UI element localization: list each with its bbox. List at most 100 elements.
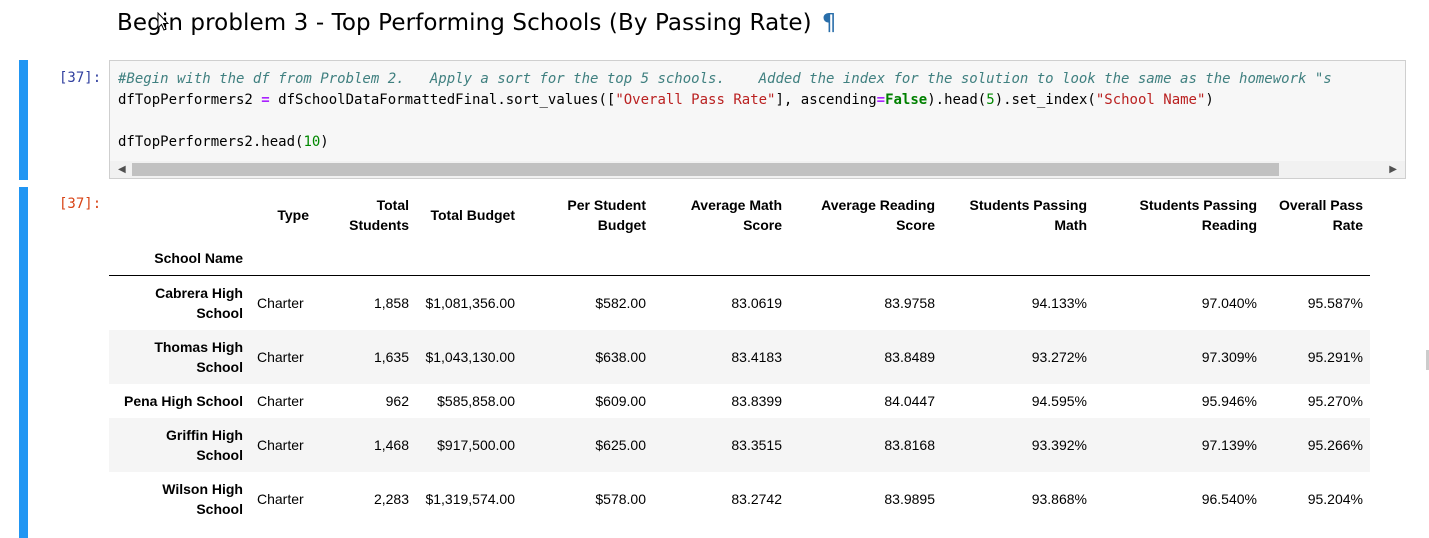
scroll-right-arrow-icon[interactable]: ▶ bbox=[1389, 164, 1397, 175]
column-header-line2: Budget bbox=[597, 217, 646, 233]
table-cell: 962 bbox=[385, 392, 409, 409]
column-header-line1: Average Reading bbox=[821, 197, 935, 213]
table-cell: 1,858 bbox=[373, 294, 409, 311]
table-body: Cabrera High School Charter 1,858 $1,081,356… bbox=[109, 275, 1370, 526]
table-header-row: Type Total Students Total Budget Per Stud… bbox=[109, 190, 1370, 240]
header-blank bbox=[416, 240, 522, 276]
column-header: Type bbox=[250, 190, 316, 240]
column-header-line1: Total bbox=[376, 197, 409, 213]
table-cell: Charter bbox=[257, 436, 304, 453]
code-token: ).head( bbox=[927, 92, 987, 108]
table-cell: 93.272% bbox=[1031, 348, 1087, 365]
table-cell: $1,081,356.00 bbox=[425, 294, 515, 311]
input-prompt: [37]: bbox=[59, 70, 102, 86]
output-prompt: [37]: bbox=[59, 196, 102, 212]
table-cell: 83.8168 bbox=[884, 436, 935, 453]
table-cell: 93.392% bbox=[1031, 436, 1087, 453]
table-row: Wilson High School Charter 2,283 $1,319,574.… bbox=[109, 471, 1370, 526]
table-row: Pena High School Charter 962 $585,858.00 $60… bbox=[109, 383, 1370, 418]
output-cell-selection-bar[interactable] bbox=[19, 187, 28, 538]
column-header-line2: Score bbox=[896, 217, 935, 233]
index-header-row: School Name bbox=[109, 240, 1370, 276]
table-row: Cabrera High School Charter 1,858 $1,081,356… bbox=[109, 275, 1370, 330]
table-cell: $578.00 bbox=[595, 490, 646, 507]
row-index-school-name: Pena High School bbox=[109, 384, 250, 418]
page-scrollbar-marker[interactable] bbox=[1426, 350, 1429, 370]
column-header: Average Math Score bbox=[653, 190, 789, 240]
table-cell: 95.266% bbox=[1307, 436, 1363, 453]
header-blank bbox=[653, 240, 789, 276]
column-header-line1: Total Budget bbox=[430, 207, 515, 223]
header-blank bbox=[316, 240, 416, 276]
code-editor[interactable]: #Begin with the df from Problem 2. Apply… bbox=[109, 60, 1406, 179]
table-row: Thomas High School Charter 1,635 $1,043,130.… bbox=[109, 329, 1370, 384]
table-cell: 83.2742 bbox=[731, 490, 782, 507]
table-cell: $609.00 bbox=[595, 392, 646, 409]
heading-text: Begin problem 3 - Top Performing Schools… bbox=[117, 10, 812, 36]
code-token: .sort_values([ bbox=[497, 92, 616, 108]
horizontal-scrollbar[interactable]: ◀ ▶ bbox=[110, 161, 1405, 178]
table-cell: 83.8399 bbox=[731, 392, 782, 409]
table-cell: 96.540% bbox=[1201, 490, 1257, 507]
table-cell: 97.309% bbox=[1201, 348, 1257, 365]
code-comment: #Begin with the df from Problem 2. Apply… bbox=[118, 71, 1332, 87]
input-cell-selection-bar[interactable] bbox=[19, 60, 28, 180]
section-heading: Begin problem 3 - Top Performing Schools… bbox=[117, 10, 836, 36]
code-text[interactable]: #Begin with the df from Problem 2. Apply… bbox=[118, 69, 1332, 153]
table-cell: 83.9758 bbox=[884, 294, 935, 311]
table-cell: $585,858.00 bbox=[437, 392, 515, 409]
table-cell: 95.291% bbox=[1307, 348, 1363, 365]
table-cell: 1,468 bbox=[373, 436, 409, 453]
header-blank bbox=[942, 240, 1094, 276]
code-token: = bbox=[261, 92, 270, 108]
table-cell: 93.868% bbox=[1031, 490, 1087, 507]
header-blank bbox=[522, 240, 653, 276]
table-cell: 83.0619 bbox=[731, 294, 782, 311]
table-cell: 95.270% bbox=[1307, 392, 1363, 409]
mouse-cursor-icon bbox=[157, 12, 169, 31]
code-token: 10 bbox=[303, 134, 321, 150]
scrollbar-thumb[interactable] bbox=[132, 163, 1279, 176]
school-name-line2: School bbox=[196, 500, 243, 517]
table-cell: 95.946% bbox=[1201, 392, 1257, 409]
table-cell: 83.9895 bbox=[884, 490, 935, 507]
code-token: dfSchoolDataFormattedFinal bbox=[269, 92, 498, 108]
column-header: Overall Pass Rate bbox=[1264, 190, 1370, 240]
column-header: Students Passing Math bbox=[942, 190, 1094, 240]
row-index-school-name: Thomas High School bbox=[109, 330, 250, 384]
code-token: False bbox=[885, 92, 928, 108]
table-cell: 95.204% bbox=[1307, 490, 1363, 507]
school-name-line1: Pena High School bbox=[123, 392, 243, 409]
table-cell: 84.0447 bbox=[884, 392, 935, 409]
table-cell: 95.587% bbox=[1307, 294, 1363, 311]
column-header-line2: Math bbox=[1054, 217, 1087, 233]
table-cell: Charter bbox=[257, 490, 304, 507]
header-blank bbox=[1094, 240, 1264, 276]
school-name-line1: Wilson High bbox=[162, 480, 243, 497]
school-name-line2: School bbox=[196, 304, 243, 321]
scroll-left-arrow-icon[interactable]: ◀ bbox=[118, 164, 126, 175]
anchor-link[interactable]: ¶ bbox=[821, 10, 837, 36]
table-cell: 83.8489 bbox=[884, 348, 935, 365]
table-cell: 94.595% bbox=[1031, 392, 1087, 409]
row-index-school-name: Wilson High School bbox=[109, 472, 250, 526]
column-header-line2: Score bbox=[743, 217, 782, 233]
column-header: Average Reading Score bbox=[789, 190, 942, 240]
column-header-line1: Students Passing bbox=[969, 197, 1087, 213]
code-token: dfTopPerformers2.head( bbox=[118, 134, 304, 150]
table-cell: 2,283 bbox=[373, 490, 409, 507]
table-cell: 97.139% bbox=[1201, 436, 1257, 453]
code-token: ) bbox=[1205, 92, 1214, 108]
column-header: Total Budget bbox=[416, 190, 522, 240]
table-cell: $1,319,574.00 bbox=[425, 490, 515, 507]
code-token: ).set_index( bbox=[994, 92, 1096, 108]
column-header-line2: Rate bbox=[1332, 217, 1363, 233]
table-row: Griffin High School Charter 1,468 $917,500.0… bbox=[109, 417, 1370, 472]
index-name-header: School Name bbox=[154, 249, 243, 266]
table-cell: Charter bbox=[257, 348, 304, 365]
table-cell: 97.040% bbox=[1201, 294, 1257, 311]
code-token: "School Name" bbox=[1095, 92, 1206, 108]
column-header-line2: Students bbox=[349, 217, 409, 233]
row-index-school-name: Cabrera High School bbox=[109, 276, 250, 330]
header-blank bbox=[789, 240, 942, 276]
